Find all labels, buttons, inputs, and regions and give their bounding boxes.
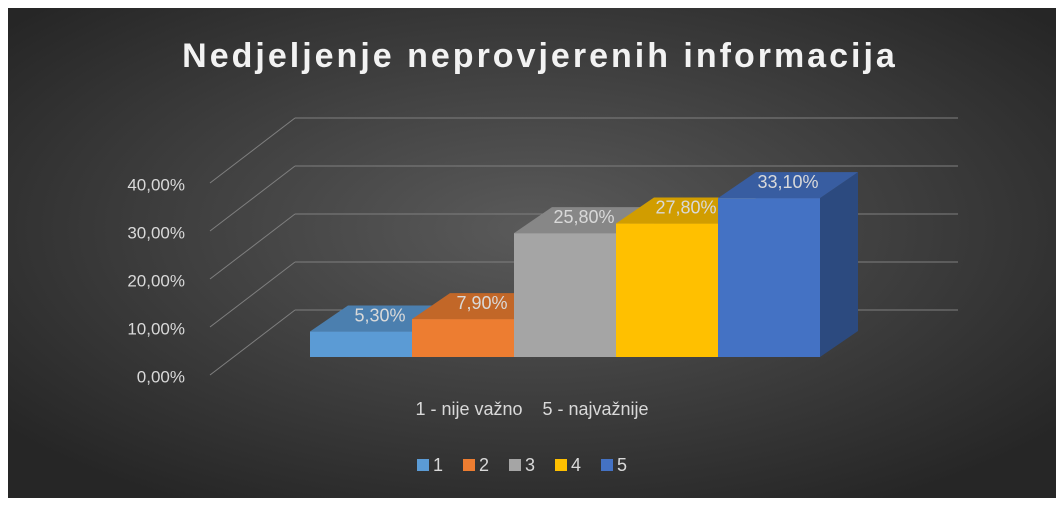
bar-top [718, 172, 858, 199]
legend-label: 5 [617, 455, 627, 475]
y-tick-label: 20,00% [127, 271, 185, 290]
legend-swatch [417, 459, 429, 471]
bar-side [820, 172, 858, 357]
legend-swatch [555, 459, 567, 471]
legend-label: 2 [479, 455, 489, 475]
data-label: 5,30% [354, 305, 405, 325]
legend-label: 4 [571, 455, 581, 475]
y-tick-label: 0,00% [137, 367, 185, 386]
legend-swatch [601, 459, 613, 471]
bar [616, 223, 718, 357]
grid-line [209, 213, 296, 280]
y-tick-label: 30,00% [127, 223, 185, 242]
legend-swatch [509, 459, 521, 471]
chart-title: Nedjeljenje neprovjerenih informacija [182, 37, 898, 75]
data-label: 25,80% [553, 207, 614, 227]
bar [514, 233, 616, 357]
category-label: 1 - nije važno 5 - najvažnije [415, 399, 648, 419]
data-label: 33,10% [757, 172, 818, 192]
grid-line [209, 261, 296, 328]
legend-swatch [463, 459, 475, 471]
bar [310, 331, 412, 357]
bar [718, 198, 820, 357]
data-label: 7,90% [456, 293, 507, 313]
grid-line [209, 165, 296, 232]
grid-line [209, 117, 296, 184]
y-tick-label: 10,00% [127, 319, 185, 338]
y-tick-label: 40,00% [127, 175, 185, 194]
grid-line [209, 309, 296, 376]
data-label: 27,80% [655, 197, 716, 217]
bar [412, 319, 514, 357]
legend-label: 3 [525, 455, 535, 475]
legend-label: 1 [433, 455, 443, 475]
